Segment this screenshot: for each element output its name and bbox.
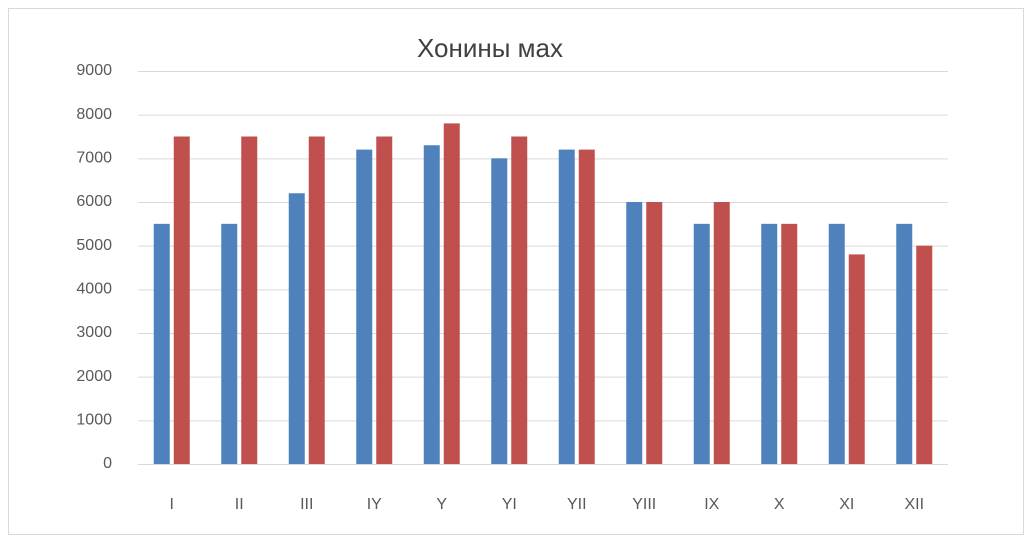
y-tick-label: 9000 [76, 62, 112, 79]
bar [626, 202, 643, 464]
x-tick-label: XII [904, 496, 924, 513]
bar [376, 136, 393, 464]
bar [221, 223, 238, 464]
y-tick-label: 3000 [76, 324, 112, 341]
y-tick-label: 2000 [76, 368, 112, 385]
chart-title: Хонины мах [417, 33, 563, 63]
y-tick-label: 5000 [76, 237, 112, 254]
x-tick-label: II [235, 496, 244, 513]
y-tick-label: 0 [103, 455, 112, 472]
y-tick-label: 8000 [76, 106, 112, 123]
x-tick-label: YIII [632, 496, 656, 513]
x-tick-label: XI [839, 496, 854, 513]
bar [423, 145, 440, 464]
bar [511, 136, 528, 464]
bar [173, 136, 190, 464]
bar [443, 123, 460, 465]
y-tick-label: 4000 [76, 281, 112, 298]
bar [153, 223, 170, 464]
bar [241, 136, 258, 464]
bar [308, 136, 325, 464]
x-tick-label: Y [436, 496, 447, 513]
y-tick-label: 1000 [76, 412, 112, 429]
y-tick-label: 7000 [76, 150, 112, 167]
bar [578, 149, 595, 464]
x-tick-label: YI [502, 496, 517, 513]
bar [828, 223, 845, 464]
bar [781, 223, 798, 464]
x-tick-label: III [300, 496, 313, 513]
bar [896, 223, 913, 464]
bar [491, 158, 508, 465]
x-tick-label: X [774, 496, 785, 513]
x-tick-label: IY [367, 496, 382, 513]
bar [848, 254, 865, 464]
bar [693, 223, 710, 464]
bar [356, 149, 373, 464]
bar [558, 149, 575, 464]
bar [916, 245, 933, 464]
x-tick-label: I [170, 496, 174, 513]
x-tick-label: YII [567, 496, 587, 513]
bar [646, 202, 663, 464]
bar [761, 223, 778, 464]
bar [288, 193, 305, 464]
bar [713, 202, 730, 464]
x-tick-label: IX [704, 496, 719, 513]
y-tick-label: 6000 [76, 193, 112, 210]
